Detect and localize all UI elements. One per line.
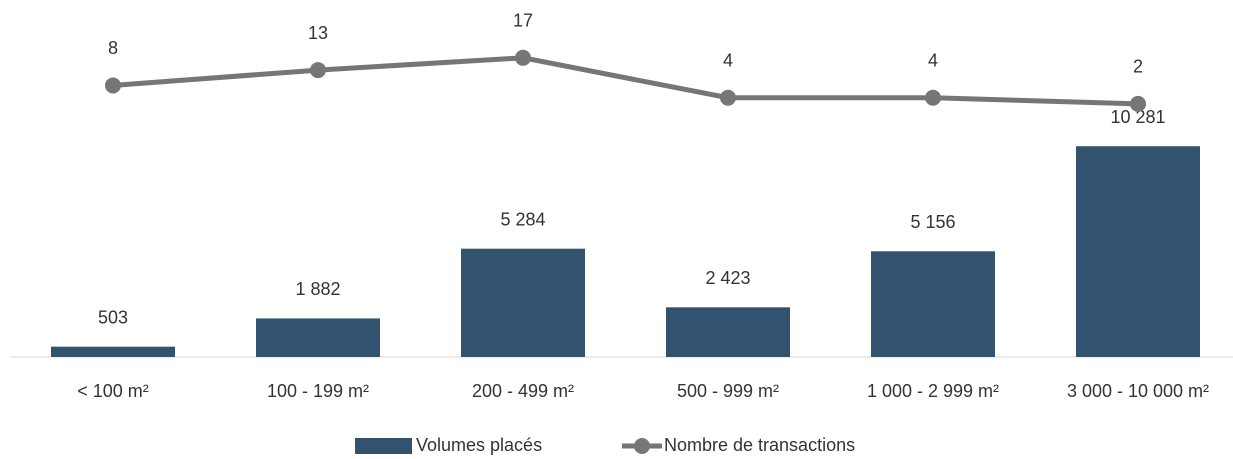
bar (256, 318, 380, 357)
line-point (925, 89, 941, 106)
line-point (1130, 95, 1146, 112)
line-value-label: 17 (513, 11, 533, 31)
line (112, 55, 1139, 107)
bar-value-label: 503 (98, 307, 128, 327)
legend-swatch (355, 438, 412, 454)
x-tick-label: < 100 m² (77, 381, 149, 401)
bar-value-label: 2 423 (705, 268, 750, 288)
line-point (310, 62, 326, 79)
legend-label: Volumes placés (416, 435, 542, 455)
bar-value-label: 5 156 (910, 212, 955, 232)
x-tick-label: 500 - 999 m² (677, 381, 779, 401)
bar-value-label: 5 284 (500, 209, 545, 229)
line-point (515, 49, 531, 66)
bar (51, 346, 175, 357)
x-tick-label: 200 - 499 m² (472, 381, 574, 401)
line-value-label: 2 (1133, 57, 1143, 77)
x-tick-label: 1 000 - 2 999 m² (867, 381, 999, 401)
x-tick-label: 3 000 - 10 000 m² (1067, 381, 1209, 401)
bar (1076, 146, 1200, 357)
x-tick-label: 100 - 199 m² (267, 381, 369, 401)
line-value-label: 13 (308, 23, 328, 43)
line-value-label: 4 (723, 50, 733, 70)
line-value-label: 4 (928, 50, 938, 70)
line-value-label: 8 (108, 38, 118, 58)
line-point (105, 77, 121, 94)
bar (666, 307, 790, 357)
line-point (720, 89, 736, 106)
legend-label: Nombre de transactions (664, 435, 855, 455)
bar (461, 248, 585, 357)
bar-value-label: 1 882 (295, 279, 340, 299)
bar (871, 251, 995, 357)
legend-swatch-point (634, 438, 650, 454)
bar-value-label: 10 281 (1110, 107, 1165, 127)
